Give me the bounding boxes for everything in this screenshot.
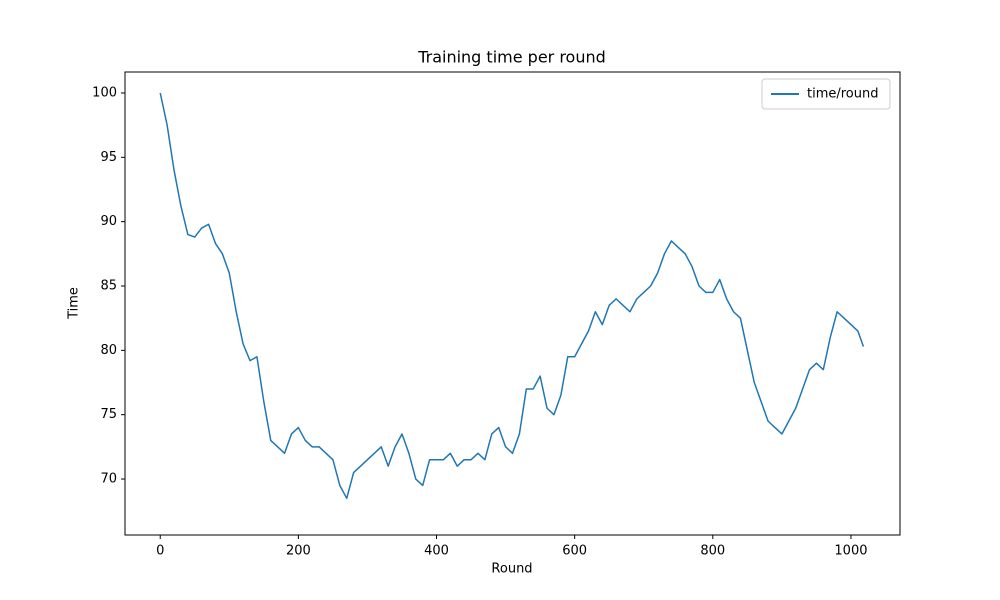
x-tick-label: 200 bbox=[286, 544, 311, 559]
x-tick-label: 1000 bbox=[834, 544, 867, 559]
y-tick-label: 70 bbox=[100, 472, 117, 487]
x-tick-label: 0 bbox=[156, 544, 164, 559]
legend-box bbox=[761, 78, 891, 110]
plot-frame bbox=[124, 71, 901, 536]
y-tick-label: 75 bbox=[100, 407, 117, 422]
x-tick-label: 400 bbox=[424, 544, 449, 559]
y-tick-label: 85 bbox=[100, 278, 117, 293]
y-axis-label: Time bbox=[67, 287, 82, 320]
y-tick-label: 100 bbox=[92, 85, 117, 100]
y-tick-label: 95 bbox=[100, 150, 117, 165]
chart-title: Training time per round bbox=[417, 48, 606, 67]
y-tick-label: 90 bbox=[100, 214, 117, 229]
legend-label: time/round bbox=[807, 87, 879, 102]
x-tick-label: 800 bbox=[700, 544, 725, 559]
x-axis-label: Round bbox=[491, 562, 532, 577]
x-tick-label: 600 bbox=[562, 544, 587, 559]
y-tick-label: 80 bbox=[100, 343, 117, 358]
line-series bbox=[159, 92, 865, 500]
